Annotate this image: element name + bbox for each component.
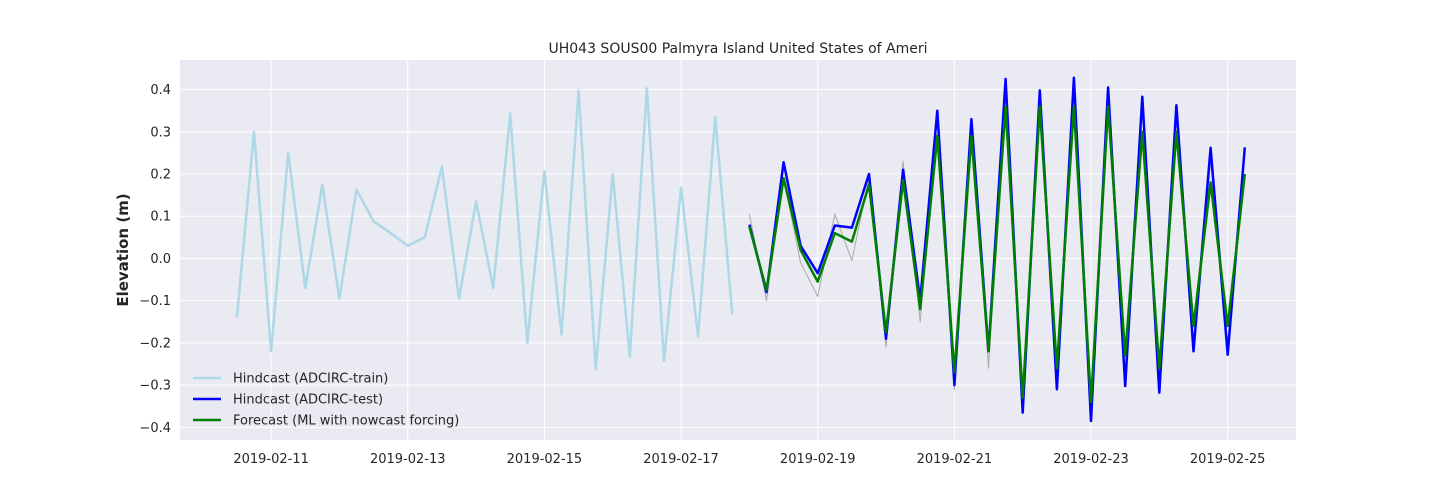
- legend-label: Hindcast (ADCIRC-train): [233, 372, 388, 387]
- x-tick-label: 2019-02-15: [507, 452, 583, 467]
- series-line-3: [748, 105, 1247, 404]
- x-tick-label: 2019-02-21: [917, 452, 993, 467]
- y-tick-label: −0.3: [139, 379, 171, 394]
- y-tick-label: 0.4: [150, 83, 171, 98]
- series-line-0: [235, 87, 734, 371]
- y-tick-labels: 0.4 0.3 0.2 0.1 0.0 −0.1 −0.2 −0.3 −0.4: [139, 83, 171, 436]
- x-tick-label: 2019-02-25: [1190, 452, 1266, 467]
- y-tick-label: −0.2: [139, 336, 171, 351]
- x-tick-labels: 2019-02-11 2019-02-13 2019-02-15 2019-02-17…: [233, 452, 1265, 467]
- y-axis-label: Elevation (m): [114, 193, 132, 306]
- y-tick-label: −0.1: [139, 294, 171, 309]
- legend: Hindcast (ADCIRC-train) Hindcast (ADCIRC-…: [193, 372, 459, 429]
- legend-label: Hindcast (ADCIRC-test): [233, 393, 383, 408]
- y-tick-label: 0.2: [150, 168, 171, 183]
- chart-title: UH043 SOUS00 Palmyra Island United State…: [548, 41, 927, 57]
- y-tick-label: 0.1: [150, 210, 171, 225]
- x-tick-label: 2019-02-19: [780, 452, 856, 467]
- x-tick-label: 2019-02-13: [370, 452, 446, 467]
- series-lines: [235, 76, 1247, 423]
- y-tick-label: 0.0: [150, 252, 171, 267]
- legend-label: Forecast (ML with nowcast forcing): [233, 414, 459, 429]
- y-tick-label: 0.3: [150, 125, 171, 140]
- grid-lines: [180, 60, 1296, 440]
- x-tick-label: 2019-02-17: [643, 452, 719, 467]
- y-tick-label: −0.4: [139, 421, 171, 436]
- x-tick-label: 2019-02-11: [233, 452, 309, 467]
- x-tick-label: 2019-02-23: [1053, 452, 1129, 467]
